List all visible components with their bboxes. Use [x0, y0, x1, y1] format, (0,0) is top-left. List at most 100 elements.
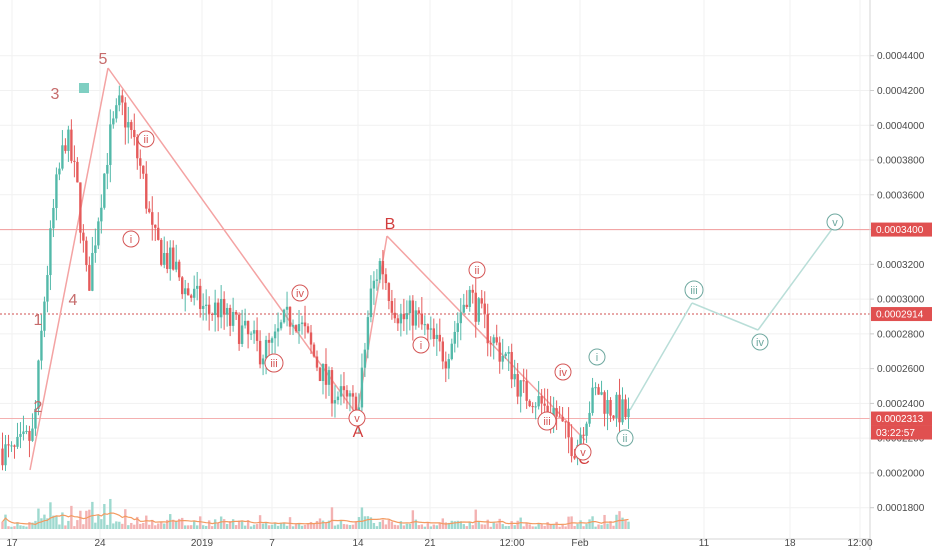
circle-label-i[interactable]	[588, 348, 606, 366]
circle-label-v[interactable]	[574, 443, 592, 461]
candle-body	[606, 400, 609, 414]
volume-bar	[453, 521, 456, 529]
projection-line[interactable]	[691, 302, 759, 331]
volume-bar	[40, 518, 43, 529]
wave-line[interactable]	[107, 67, 358, 416]
volume-bar	[189, 525, 193, 529]
candle-body	[498, 342, 501, 362]
candle-body	[477, 298, 480, 322]
candle-body	[573, 456, 576, 459]
candle-body	[489, 343, 492, 345]
wave-line[interactable]	[29, 67, 109, 471]
volume-bar	[330, 507, 334, 529]
candle-body	[34, 408, 37, 429]
circle-label-iii[interactable]	[264, 353, 284, 373]
time-axis[interactable]: 17 24 2019 7 14 21 12:00 Feb 11 18 12:00	[0, 538, 873, 549]
candle-body	[360, 367, 364, 408]
volume-bar	[136, 516, 139, 529]
volume-bar	[291, 526, 295, 529]
circle-label-iv[interactable]	[554, 363, 572, 381]
volume-bar	[73, 526, 76, 529]
volume-bar	[567, 516, 570, 529]
y-tick-label: 0.0003800	[877, 156, 925, 167]
candle-body	[192, 288, 196, 298]
wave-label-4[interactable]: 4	[69, 292, 78, 309]
volume-bar	[579, 520, 582, 529]
marker-square-icon[interactable]	[79, 83, 89, 93]
volume-bar	[121, 523, 124, 529]
candle-body	[468, 289, 471, 307]
projection-line[interactable]	[629, 302, 693, 411]
wave-label-b[interactable]: B	[385, 216, 396, 233]
y-tick-label: 0.0002000	[877, 468, 925, 479]
volume-bar	[37, 508, 40, 529]
volume-bar	[148, 524, 151, 529]
volume-bar	[231, 519, 235, 529]
circle-label-iv[interactable]	[291, 284, 309, 302]
horizontal-lines[interactable]	[0, 229, 870, 420]
circle-label-ii[interactable]	[616, 429, 634, 447]
elliott-wave-lines[interactable]	[29, 67, 836, 471]
candle-body	[1, 448, 4, 466]
candle-body	[136, 137, 139, 159]
candle-body	[558, 416, 561, 418]
volume-bar	[348, 525, 352, 529]
candle-body	[184, 288, 187, 295]
volume-bar	[276, 525, 280, 529]
volume-bar	[366, 516, 370, 529]
volume-bar	[103, 504, 106, 529]
candle-body	[264, 339, 268, 359]
candle-body	[252, 330, 256, 334]
candle-body	[525, 381, 528, 401]
circle-label-v[interactable]	[348, 409, 366, 427]
wave-label-3[interactable]: 3	[51, 86, 60, 103]
candle-body	[363, 349, 367, 368]
volume-bar	[507, 525, 510, 529]
wave-label-2[interactable]: 2	[34, 399, 43, 416]
candle-body	[480, 298, 483, 304]
candle-body	[444, 361, 447, 369]
candle-body	[279, 322, 283, 329]
candle-body	[600, 392, 603, 395]
volume-bar	[450, 520, 453, 529]
wave-label-5[interactable]: 5	[99, 51, 108, 68]
candle-body	[324, 363, 328, 385]
volume-bar	[294, 523, 298, 529]
wave-label-a[interactable]: A	[353, 424, 364, 441]
projection-line[interactable]	[757, 224, 836, 331]
wave-label-1[interactable]: 1	[34, 312, 43, 329]
circle-label-iii[interactable]	[684, 280, 704, 300]
candle-body	[19, 434, 22, 437]
circle-label-ii[interactable]	[468, 261, 486, 279]
volume-bar	[127, 525, 130, 529]
circle-label-text: v	[580, 447, 586, 459]
circle-label-i[interactable]	[412, 336, 430, 354]
candle-body	[441, 341, 444, 362]
volume-bar	[573, 525, 576, 529]
candle-body	[417, 310, 421, 314]
volume-bar	[61, 512, 64, 529]
volume-bar	[97, 515, 100, 529]
candle-body	[100, 207, 103, 222]
circle-label-v[interactable]	[826, 213, 844, 231]
circle-label-i[interactable]	[122, 230, 140, 248]
x-tick-label: 12:00	[847, 538, 872, 549]
candle-body	[37, 360, 40, 409]
candle-body	[261, 358, 265, 365]
price-axis[interactable]: 0.00018000.00020000.00022000.00024000.00…	[869, 0, 925, 550]
circle-label-ii[interactable]	[137, 130, 155, 148]
circle-label-text: v	[832, 217, 838, 229]
candle-body	[519, 380, 522, 397]
wave-line[interactable]	[386, 235, 586, 441]
volume-bar	[516, 520, 519, 529]
circle-label-iv[interactable]	[751, 333, 769, 351]
candle-body	[52, 207, 55, 229]
candle-body	[597, 387, 600, 395]
candle-body	[145, 173, 148, 209]
volume-ma-line	[2, 512, 629, 526]
candle-body	[402, 313, 406, 320]
circle-label-iii[interactable]	[537, 411, 557, 431]
candle-body	[309, 332, 313, 345]
wave-labels[interactable]: 53412BACiiiiiiivviiiiviiiviiiiiiivv	[34, 51, 844, 468]
